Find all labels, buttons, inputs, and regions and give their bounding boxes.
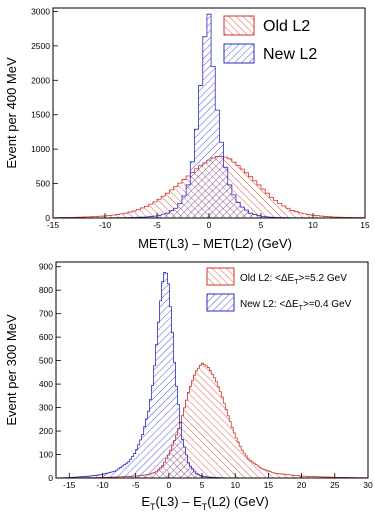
top-legend-swatch-new <box>223 43 255 64</box>
top-x-tick-label: 10 <box>308 220 318 230</box>
bottom-y-axis-label: Event per 300 MeV <box>4 314 19 426</box>
bottom-panel: -15 -10 -5 0 5 10 15 20 25 3001002003004005006007… <box>4 261 373 512</box>
bottom-x-tick-label: 25 <box>330 480 340 490</box>
top-y-tick-label: 0 <box>45 213 50 223</box>
top-x-tick-label: -15 <box>47 220 60 230</box>
bottom-y-tick-label: 900 <box>39 262 53 272</box>
bottom-x-tick-label: 10 <box>230 480 240 490</box>
bottom-legend-old-pre: Old L2: <ΔE <box>240 273 295 284</box>
bottom-y-tick-label: 800 <box>39 285 53 295</box>
bottom-y-tick-label: 300 <box>39 403 53 413</box>
top-y-tick-label: 1000 <box>31 144 50 154</box>
bottom-x-tick-label: 30 <box>363 480 373 490</box>
bottom-legend-swatch-old <box>206 267 235 286</box>
bottom-x-label-end: (L2) (GeV) <box>207 494 268 509</box>
bottom-x-tick-label: 20 <box>297 480 307 490</box>
bottom-y-tick-label: 100 <box>39 450 53 460</box>
bottom-x-tick-label: -5 <box>132 480 140 490</box>
bottom-x-tick-label: -15 <box>63 480 76 490</box>
bottom-legend-old-sub: T <box>294 279 299 286</box>
bottom-legend-label-old: Old L2: <ΔET>=5.2 GeV <box>240 273 347 286</box>
bottom-legend-swatch-new <box>206 293 235 312</box>
bottom-y-tick-label: 0 <box>48 473 53 483</box>
bottom-y-tick-label: 600 <box>39 332 53 342</box>
top-y-tick-label: 3000 <box>31 6 50 16</box>
bottom-y-tick-label: 400 <box>39 379 53 389</box>
bottom-y-tick-label: 200 <box>39 426 53 436</box>
top-x-tick-label: -5 <box>153 220 161 230</box>
top-y-tick-label: 2000 <box>31 75 50 85</box>
top-y-tick-label: 500 <box>36 179 50 189</box>
top-y-tick-label: 1500 <box>31 110 50 120</box>
top-panel: -15 -10 -5 0 5 10 15 0 500 1000 1500 2000 2500 3000 O… <box>4 6 370 251</box>
bottom-x-tick-label: -10 <box>96 480 109 490</box>
bottom-plot-frame <box>55 261 369 479</box>
bottom-legend-new-sub: T <box>299 305 304 312</box>
top-x-axis-label: MET(L3) – MET(L2) (GeV) <box>138 236 292 251</box>
bottom-x-tick-label: 0 <box>166 480 171 490</box>
top-legend: Old L2 New L2 <box>223 15 317 64</box>
top-legend-label-new: New L2 <box>263 46 317 63</box>
bottom-y-tick-label: 700 <box>39 309 53 319</box>
top-y-tick-label: 2500 <box>31 41 50 51</box>
bottom-x-label-sub1: T <box>150 502 156 512</box>
bottom-legend: Old L2: <ΔET>=5.2 GeV New L2: <ΔET>=0.4 … <box>206 267 352 312</box>
top-y-axis-label: Event per 400 MeV <box>4 57 19 169</box>
top-x-tick-label: -10 <box>99 220 112 230</box>
top-legend-label-old: Old L2 <box>263 18 310 35</box>
top-x-tick-label: 5 <box>259 220 264 230</box>
bottom-legend-new-post: >=0.4 GeV <box>303 299 352 310</box>
bottom-x-tick-label: 15 <box>264 480 274 490</box>
top-x-tick-label: 0 <box>207 220 212 230</box>
bottom-y-tick-label: 500 <box>39 356 53 366</box>
bottom-series-old-histogram <box>55 362 369 479</box>
bottom-x-label-sub2: T <box>202 502 208 512</box>
bottom-legend-old-post: >=5.2 GeV <box>299 273 348 284</box>
bottom-x-axis-label: ET(L3) – ET(L2) (GeV) <box>141 494 268 512</box>
bottom-x-tick-label: 5 <box>200 480 205 490</box>
bottom-x-label-e1: E <box>141 494 150 509</box>
top-legend-swatch-old <box>223 15 255 36</box>
bottom-x-label-mid: (L3) – E <box>156 494 203 509</box>
top-x-tick-label: 15 <box>360 220 370 230</box>
bottom-legend-new-pre: New L2: <ΔE <box>240 299 299 310</box>
top-series-new-histogram <box>52 13 366 219</box>
bottom-legend-label-new: New L2: <ΔET>=0.4 GeV <box>240 299 352 312</box>
